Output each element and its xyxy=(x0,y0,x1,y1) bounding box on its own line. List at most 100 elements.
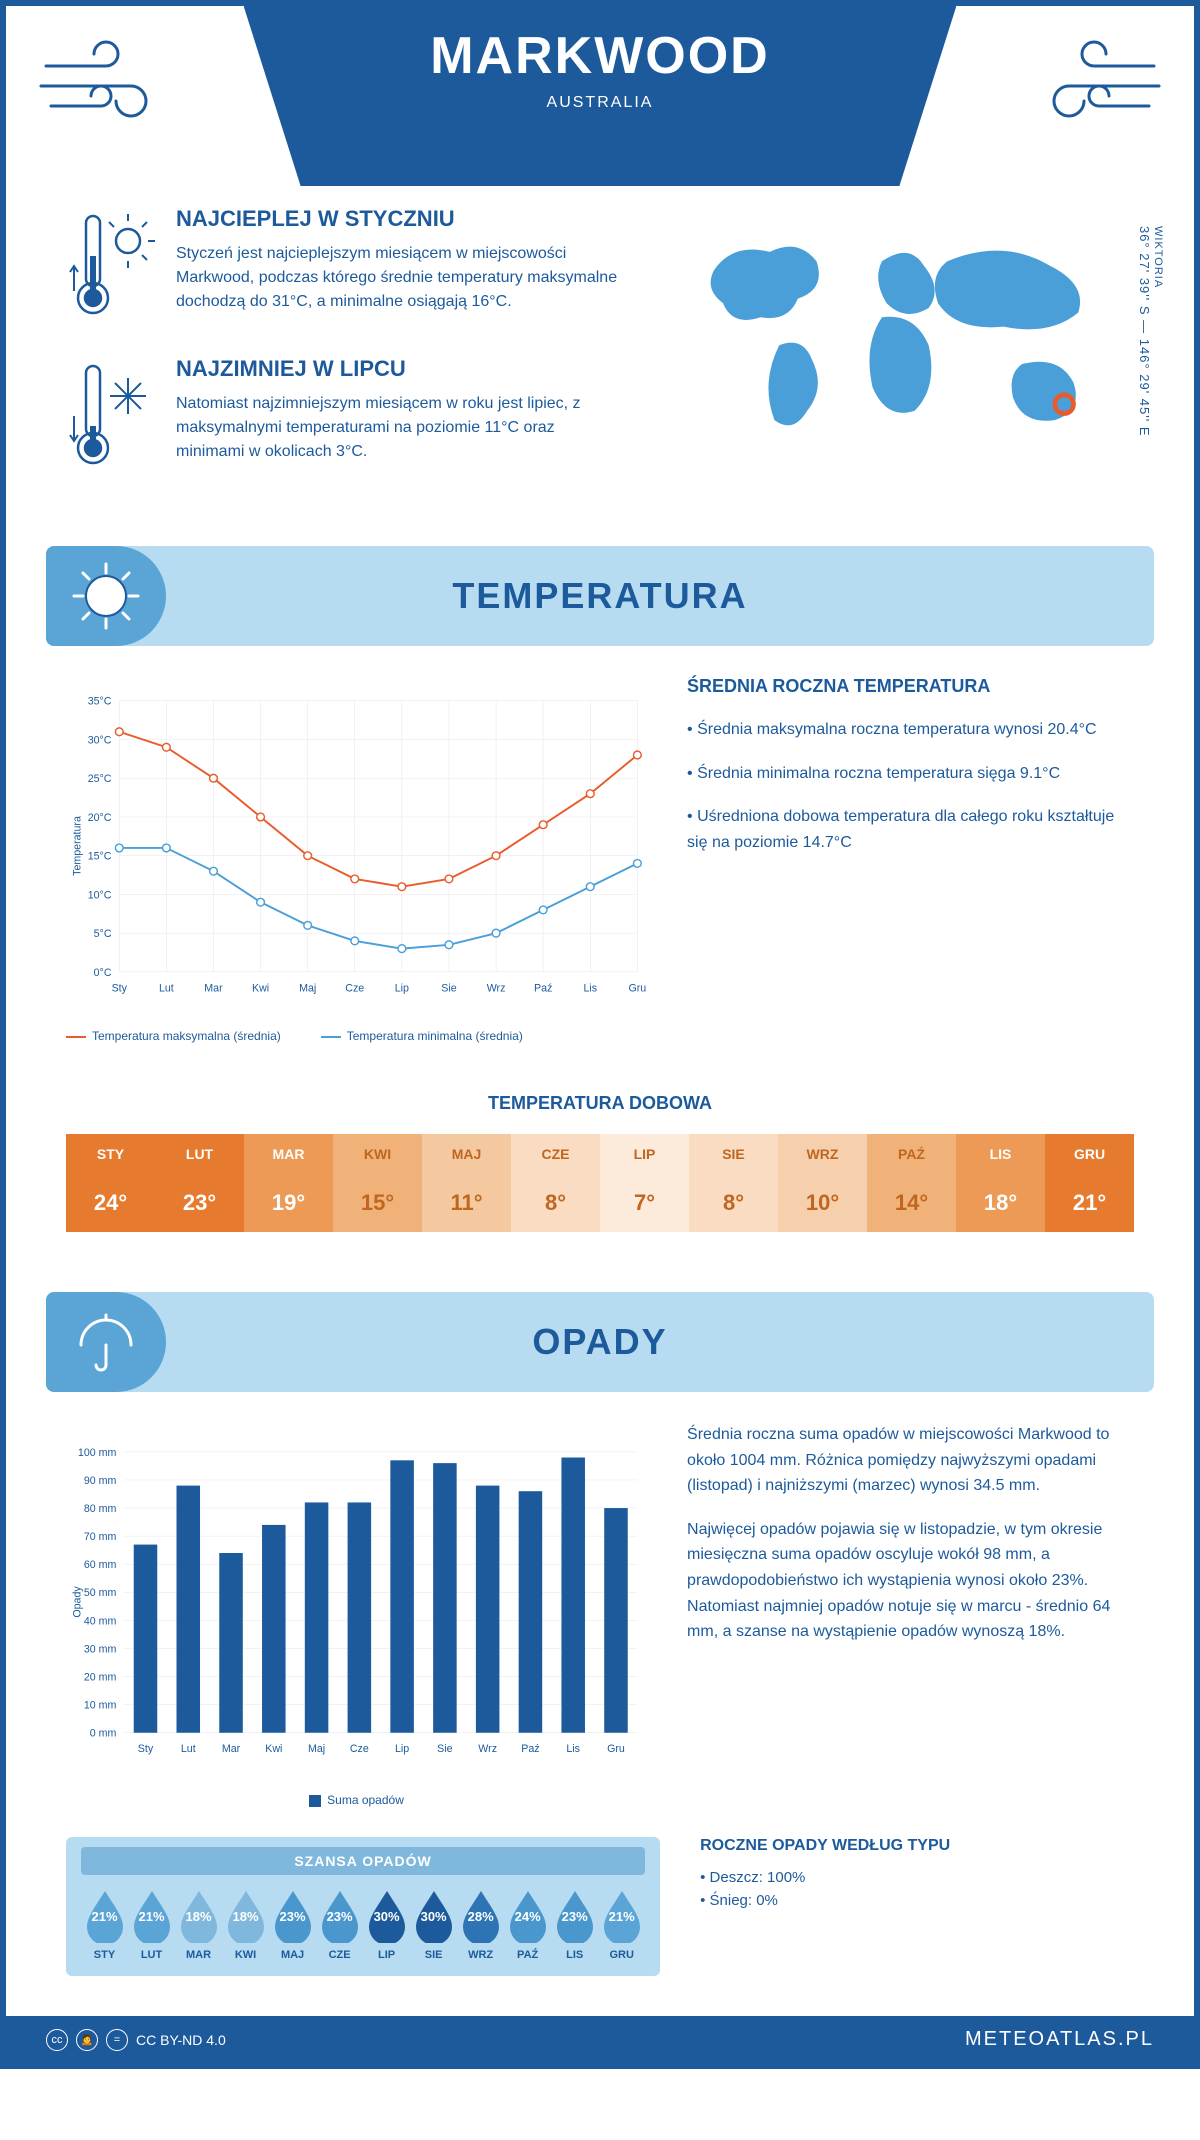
rain-chance-drop: 28%WRZ xyxy=(457,1887,504,1961)
temp-summary-p1: • Średnia maksymalna roczna temperatura … xyxy=(687,717,1134,743)
rain-chance-drop: 21%GRU xyxy=(598,1887,645,1961)
svg-text:Gru: Gru xyxy=(607,1743,625,1755)
coldest-block: NAJZIMNIEJ W LIPCU Natomiast najzimniejs… xyxy=(66,356,627,476)
svg-text:Paź: Paź xyxy=(534,982,552,994)
rain-chance-drop: 30%SIE xyxy=(410,1887,457,1961)
type-title: ROCZNE OPADY WEDŁUG TYPU xyxy=(700,1837,1134,1855)
rain-chance-drop: 18%MAR xyxy=(175,1887,222,1961)
thermometer-cold-icon xyxy=(66,356,156,476)
warmest-block: NAJCIEPLEJ W STYCZNIU Styczeń jest najci… xyxy=(66,206,627,326)
daily-col: SIE8° xyxy=(689,1134,778,1232)
daily-col: MAR19° xyxy=(244,1134,333,1232)
warmest-title: NAJCIEPLEJ W STYCZNIU xyxy=(176,206,627,232)
cc-icon: cc xyxy=(46,2029,68,2051)
svg-text:Lip: Lip xyxy=(395,1743,409,1755)
daily-temp-table: STY24°LUT23°MAR19°KWI15°MAJ11°CZE8°LIP7°… xyxy=(66,1134,1134,1232)
daily-col: STY24° xyxy=(66,1134,155,1232)
svg-text:100 mm: 100 mm xyxy=(78,1447,117,1459)
svg-text:Kwi: Kwi xyxy=(252,982,269,994)
country-name: AUSTRALIA xyxy=(244,94,957,112)
section-title: OPADY xyxy=(166,1321,1154,1363)
svg-text:Lut: Lut xyxy=(181,1743,196,1755)
svg-text:Sty: Sty xyxy=(112,982,128,994)
daily-temp-title: TEMPERATURA DOBOWA xyxy=(6,1093,1194,1114)
rain-chance-drop: 21%LUT xyxy=(128,1887,175,1961)
rain-chance-box: SZANSA OPADÓW 21%STY21%LUT18%MAR18%KWI 23… xyxy=(66,1837,660,1976)
svg-text:25°C: 25°C xyxy=(88,773,112,785)
legend-max: Temperatura maksymalna (średnia) xyxy=(66,1029,281,1043)
type-snow: • Śnieg: 0% xyxy=(700,1892,1134,1909)
svg-text:0 mm: 0 mm xyxy=(90,1728,117,1740)
chance-title: SZANSA OPADÓW xyxy=(81,1847,645,1875)
svg-text:40 mm: 40 mm xyxy=(84,1615,117,1627)
svg-text:90 mm: 90 mm xyxy=(84,1475,117,1487)
wind-icon xyxy=(1014,36,1164,136)
svg-text:10 mm: 10 mm xyxy=(84,1700,117,1712)
brand: METEOATLAS.PL xyxy=(965,2028,1154,2051)
rain-chance-drop: 30%LIP xyxy=(363,1887,410,1961)
section-header-precip: OPADY xyxy=(46,1292,1154,1392)
daily-col: GRU21° xyxy=(1045,1134,1134,1232)
svg-text:30°C: 30°C xyxy=(88,734,112,746)
daily-col: LIS18° xyxy=(956,1134,1045,1232)
svg-text:80 mm: 80 mm xyxy=(84,1503,117,1515)
svg-text:0°C: 0°C xyxy=(94,967,112,979)
rain-chance-drop: 21%STY xyxy=(81,1887,128,1961)
temp-summary-p3: • Uśredniona dobowa temperatura dla całe… xyxy=(687,804,1134,855)
rain-chance-drop: 24%PAŹ xyxy=(504,1887,551,1961)
coldest-title: NAJZIMNIEJ W LIPCU xyxy=(176,356,627,382)
svg-text:Sie: Sie xyxy=(437,1743,452,1755)
svg-text:Cze: Cze xyxy=(350,1743,369,1755)
thermometer-hot-icon xyxy=(66,206,156,326)
svg-text:Cze: Cze xyxy=(345,982,364,994)
sun-icon xyxy=(46,546,166,646)
daily-col: LIP7° xyxy=(600,1134,689,1232)
warmest-body: Styczeń jest najcieplejszym miesiącem w … xyxy=(176,242,627,314)
svg-text:30 mm: 30 mm xyxy=(84,1643,117,1655)
svg-text:15°C: 15°C xyxy=(88,851,112,863)
umbrella-icon xyxy=(46,1292,166,1392)
precip-bar-chart: 0 mm10 mm20 mm30 mm40 mm50 mm60 mm70 mm8… xyxy=(66,1422,647,1807)
daily-col: WRZ10° xyxy=(778,1134,867,1232)
svg-text:Opady: Opady xyxy=(72,1586,84,1618)
svg-text:5°C: 5°C xyxy=(94,928,112,940)
footer: cc 🙍 = CC BY-ND 4.0 METEOATLAS.PL xyxy=(6,2016,1194,2063)
city-name: MARKWOOD xyxy=(244,26,957,86)
svg-text:Maj: Maj xyxy=(308,1743,325,1755)
precip-p2: Najwięcej opadów pojawia się w listopadz… xyxy=(687,1517,1134,1645)
svg-text:Gru: Gru xyxy=(628,982,646,994)
svg-text:Wrz: Wrz xyxy=(478,1743,497,1755)
nd-icon: = xyxy=(106,2029,128,2051)
svg-text:10°C: 10°C xyxy=(88,889,112,901)
svg-text:Lis: Lis xyxy=(566,1743,580,1755)
svg-text:20°C: 20°C xyxy=(88,812,112,824)
daily-col: CZE8° xyxy=(511,1134,600,1232)
section-header-temperature: TEMPERATURA xyxy=(46,546,1154,646)
svg-text:Sie: Sie xyxy=(441,982,456,994)
svg-text:20 mm: 20 mm xyxy=(84,1671,117,1683)
svg-text:50 mm: 50 mm xyxy=(84,1587,117,1599)
svg-text:Maj: Maj xyxy=(299,982,316,994)
precip-p1: Średnia roczna suma opadów w miejscowośc… xyxy=(687,1422,1134,1499)
svg-text:60 mm: 60 mm xyxy=(84,1559,117,1571)
by-icon: 🙍 xyxy=(76,2029,98,2051)
svg-text:Mar: Mar xyxy=(204,982,223,994)
svg-text:Sty: Sty xyxy=(138,1743,154,1755)
daily-col: MAJ11° xyxy=(422,1134,511,1232)
wind-icon xyxy=(36,36,186,136)
coldest-body: Natomiast najzimniejszym miesiącem w rok… xyxy=(176,392,627,464)
svg-text:35°C: 35°C xyxy=(88,696,112,708)
rain-chance-drop: 23%CZE xyxy=(316,1887,363,1961)
section-title: TEMPERATURA xyxy=(166,575,1154,617)
svg-text:Mar: Mar xyxy=(222,1743,241,1755)
svg-text:Lis: Lis xyxy=(583,982,597,994)
title-ribbon: MARKWOOD AUSTRALIA xyxy=(244,6,957,186)
license-text: CC BY-ND 4.0 xyxy=(136,2032,226,2048)
svg-text:Kwi: Kwi xyxy=(265,1743,282,1755)
temperature-line-chart: 0°C5°C10°C15°C20°C25°C30°C35°CStyLutMarK… xyxy=(66,676,647,1043)
coordinates: WIKTORIA 36° 27' 39'' S — 146° 29' 45'' … xyxy=(1137,226,1164,437)
svg-text:Wrz: Wrz xyxy=(487,982,506,994)
daily-col: PAŹ14° xyxy=(867,1134,956,1232)
rain-chance-drop: 18%KWI xyxy=(222,1887,269,1961)
precip-type-box: ROCZNE OPADY WEDŁUG TYPU • Deszcz: 100% … xyxy=(700,1837,1134,1976)
